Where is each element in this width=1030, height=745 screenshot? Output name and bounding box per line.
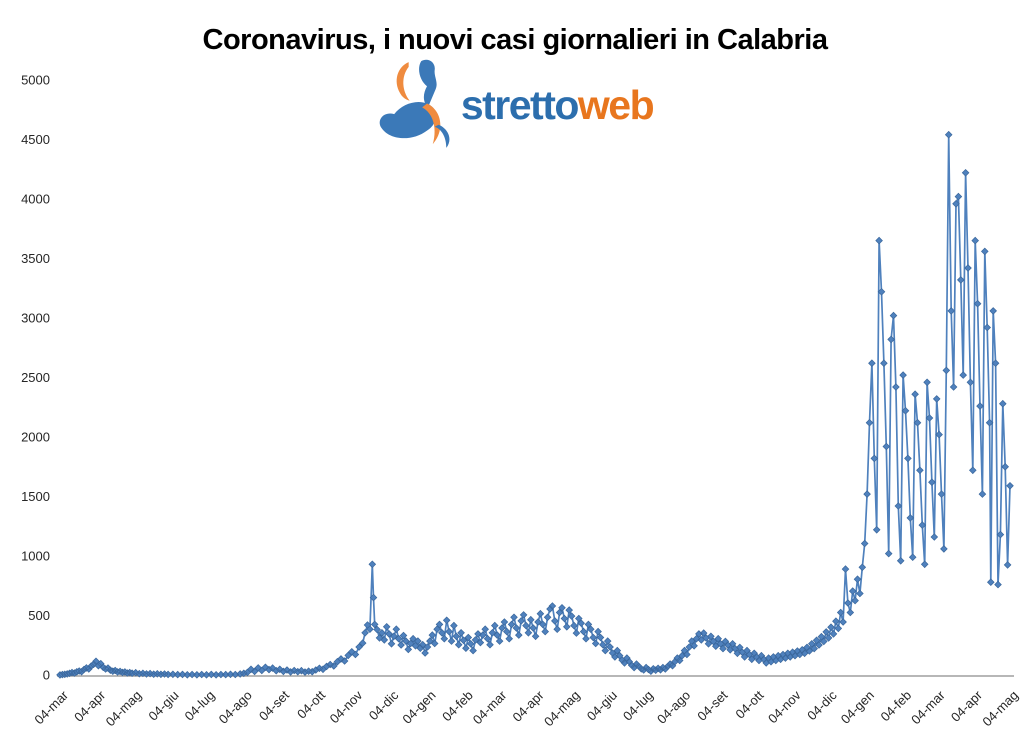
y-tick-label: 500 [28, 608, 50, 623]
x-tick-label: 04-ott [294, 687, 328, 721]
x-tick-label: 04-mar [908, 687, 948, 727]
y-tick-label: 2000 [21, 430, 50, 445]
x-tick-label: 04-mag [979, 688, 1021, 730]
y-axis-labels: 0 500 1000 1500 2000 2500 3000 3500 4000 4500 5000 [21, 73, 50, 683]
x-tick-label: 04-ott [732, 687, 766, 721]
strettoweb-logo: strettoweb [377, 58, 655, 152]
x-tick-label: 04-nov [765, 687, 804, 726]
y-tick-label: 1500 [21, 489, 50, 504]
strettoweb-logo-graphic [379, 59, 450, 148]
x-tick-label: 04-mar [31, 687, 71, 727]
y-tick-label: 3000 [21, 311, 50, 326]
y-tick-label: 4000 [21, 192, 50, 207]
x-tick-label: 04-lug [620, 688, 656, 724]
logo-text-stretto: stretto [460, 82, 580, 128]
strait-of-messina-icon [379, 59, 450, 148]
x-tick-label: 04-dic [366, 687, 402, 723]
x-tick-label: 04-set [256, 687, 292, 723]
x-tick-label: 04-dic [804, 687, 840, 723]
x-tick-label: 04-set [694, 687, 730, 723]
x-tick-label: 04-feb [878, 688, 915, 725]
strettoweb-logo-text: strettoweb [460, 58, 655, 152]
y-tick-label: 2500 [21, 370, 50, 385]
x-tick-label: 04-gen [399, 688, 438, 727]
logo-text-web: web [577, 82, 655, 128]
x-tick-label: 04-mag [103, 688, 145, 730]
x-tick-label: 04-gen [838, 688, 877, 727]
x-tick-label: 04-giu [145, 688, 181, 724]
y-tick-label: 5000 [21, 73, 50, 88]
x-tick-label: 04-mar [470, 687, 510, 727]
y-tick-label: 4500 [21, 132, 50, 147]
chart-title: Coronavirus, i nuovi casi giornalieri in… [202, 24, 828, 56]
x-tick-label: 04-ago [216, 688, 255, 727]
y-tick-label: 3500 [21, 251, 50, 266]
x-tick-label: 04-giu [584, 688, 620, 724]
y-tick-label: 0 [43, 668, 50, 683]
x-tick-label: 04-feb [439, 688, 476, 725]
y-tick-label: 1000 [21, 549, 50, 564]
x-tick-label: 04-lug [181, 688, 217, 724]
chart-markers [56, 130, 1014, 679]
x-tick-label: 04-ago [654, 688, 693, 727]
chart-line [59, 133, 1011, 676]
x-tick-label: 04-nov [327, 687, 366, 726]
x-tick-label: 04-mag [541, 688, 583, 730]
